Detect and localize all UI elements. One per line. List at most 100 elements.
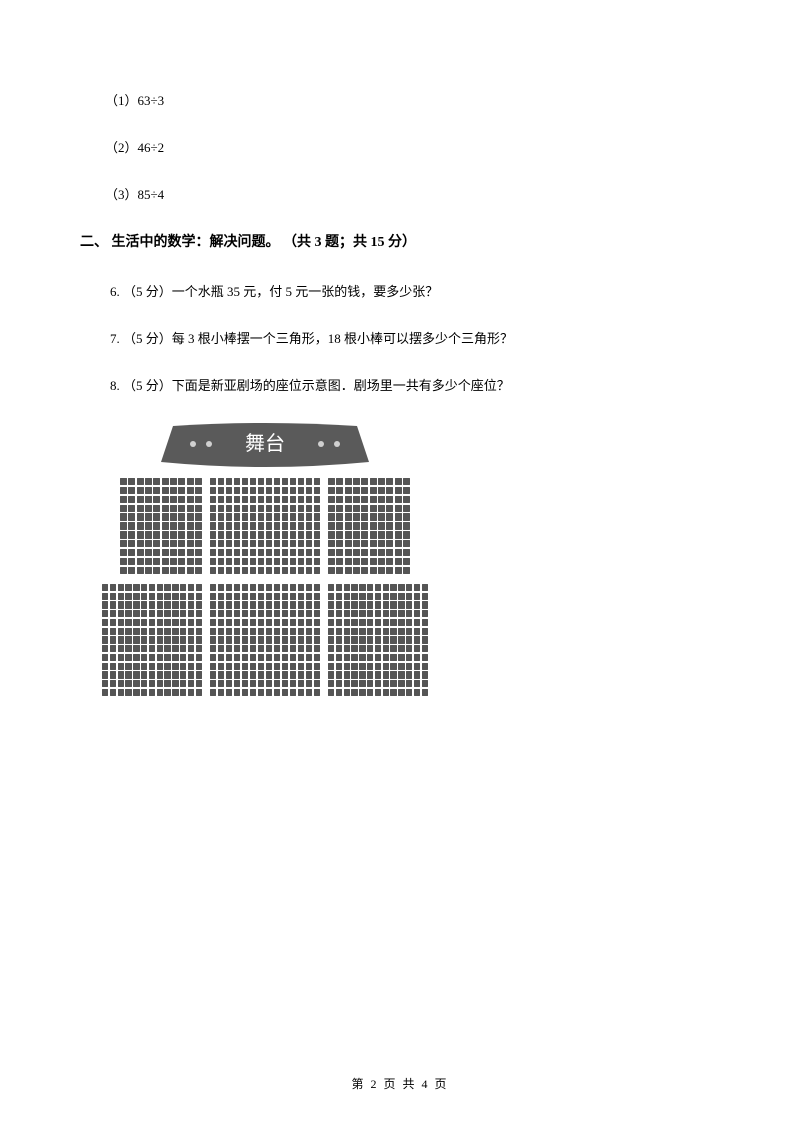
seat-cell	[118, 645, 124, 652]
seat-cell	[361, 549, 368, 556]
seat-cell	[210, 636, 216, 643]
seat-cell	[137, 487, 144, 494]
seat-cell	[170, 513, 177, 520]
seat-cell	[344, 689, 350, 696]
seat-cell	[133, 593, 139, 600]
seat-cell	[149, 636, 155, 643]
seat-cell	[149, 680, 155, 687]
seat-cell	[234, 496, 240, 503]
seat-cell	[282, 628, 288, 635]
seat-cell	[345, 505, 352, 512]
seat-cell	[196, 601, 202, 608]
seat-cell	[110, 628, 116, 635]
seat-cell	[157, 636, 163, 643]
seat-cell	[375, 645, 381, 652]
seat-cell	[120, 558, 127, 565]
seat-cell	[226, 636, 232, 643]
seat-cell	[125, 593, 131, 600]
seat-cell	[306, 593, 312, 600]
seat-cell	[351, 610, 357, 617]
seat-cell	[328, 540, 335, 547]
seat-cell	[314, 636, 320, 643]
seat-cell	[180, 584, 186, 591]
seat-cell	[274, 549, 280, 556]
seat-cell	[133, 645, 139, 652]
seat-cell	[274, 654, 280, 661]
seat-cell	[361, 487, 368, 494]
seat-cell	[210, 619, 216, 626]
seat-cell	[110, 610, 116, 617]
seat-cell	[258, 601, 264, 608]
seat-cell	[351, 593, 357, 600]
seat-cell	[102, 610, 108, 617]
seat-cell	[250, 601, 256, 608]
seat-cell	[290, 654, 296, 661]
seat-cell	[383, 619, 389, 626]
seat-cell	[172, 601, 178, 608]
seat-cell	[398, 645, 404, 652]
seat-cell	[344, 680, 350, 687]
seat-cell	[414, 689, 420, 696]
seat-cell	[345, 478, 352, 485]
seat-cell	[266, 593, 272, 600]
seat-cell	[196, 671, 202, 678]
seat-cell	[403, 513, 410, 520]
seat-cell	[110, 584, 116, 591]
seat-cell	[359, 610, 365, 617]
seat-cell	[370, 505, 377, 512]
seat-cell	[328, 663, 334, 670]
seat-cell	[188, 593, 194, 600]
seat-cell	[290, 496, 296, 503]
seat-cell	[390, 671, 396, 678]
seat-cell	[195, 487, 202, 494]
seat-cell	[403, 505, 410, 512]
seat-cell	[137, 513, 144, 520]
seat-cell	[390, 663, 396, 670]
seat-cell	[145, 513, 152, 520]
seat-cell	[395, 531, 402, 538]
seat-cell	[125, 645, 131, 652]
seat-cell	[137, 531, 144, 538]
seat-cell	[344, 628, 350, 635]
seat-cell	[274, 636, 280, 643]
seat-cell	[406, 610, 412, 617]
seat-cell	[344, 654, 350, 661]
seat-cell	[353, 487, 360, 494]
seat-cell	[180, 593, 186, 600]
seat-cell	[314, 567, 320, 574]
seat-cell	[282, 522, 288, 529]
seat-cell	[250, 610, 256, 617]
seat-cell	[234, 601, 240, 608]
seat-cell	[210, 654, 216, 661]
seat-cell	[188, 601, 194, 608]
seat-cell	[172, 654, 178, 661]
seat-cell	[361, 478, 368, 485]
seat-cell	[250, 645, 256, 652]
seat-cell	[210, 663, 216, 670]
seat-cell	[258, 671, 264, 678]
subitem-3: （3）85÷4	[105, 184, 700, 203]
seat-cell	[345, 567, 352, 574]
seat-cell	[164, 628, 170, 635]
seat-cell	[345, 549, 352, 556]
seat-cell	[258, 496, 264, 503]
seat-cell	[149, 601, 155, 608]
seat-cell	[266, 610, 272, 617]
seat-cell	[306, 558, 312, 565]
seat-cell	[274, 619, 280, 626]
seat-cell	[370, 522, 377, 529]
seat-cell	[162, 478, 169, 485]
seat-cell	[234, 478, 240, 485]
seat-cell	[282, 531, 288, 538]
seat-cell	[153, 522, 160, 529]
seat-cell	[149, 610, 155, 617]
seat-cell	[351, 663, 357, 670]
seat-cell	[345, 558, 352, 565]
seat-cell	[328, 531, 335, 538]
seat-cell	[242, 549, 248, 556]
seat-cell	[290, 567, 296, 574]
seat-cell	[328, 636, 334, 643]
seat-cell	[383, 636, 389, 643]
seat-cell	[128, 478, 135, 485]
seat-cell	[234, 487, 240, 494]
